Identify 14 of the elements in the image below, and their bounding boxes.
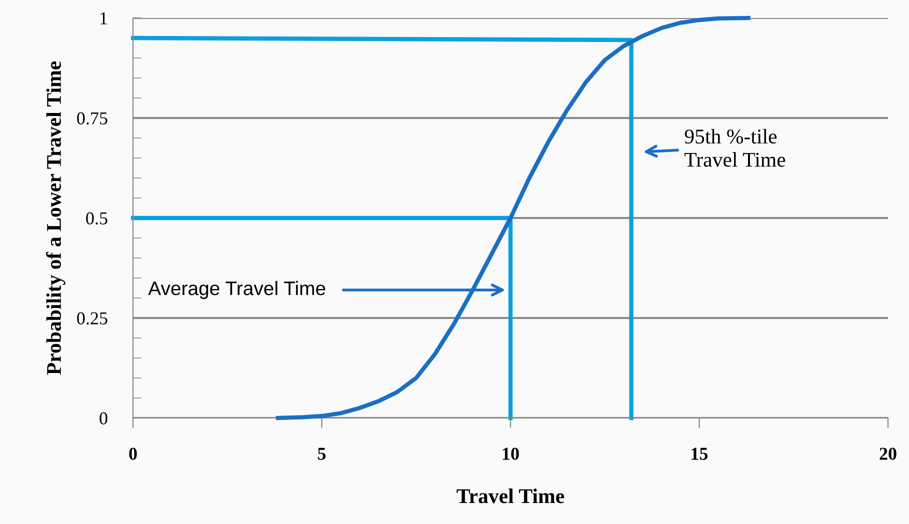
annotation: 95th %-tile Travel Time bbox=[684, 128, 786, 167]
y-tick-label: 0.25 bbox=[77, 312, 108, 325]
y-tick-label: 1 bbox=[100, 12, 107, 24]
x-tick-label: 10 bbox=[502, 448, 519, 460]
y-tick-label: 0.5 bbox=[86, 212, 108, 225]
annotation: Average Travel Time bbox=[148, 280, 326, 300]
x-tick-label: 15 bbox=[692, 448, 708, 460]
y-tick-label: 0 bbox=[100, 412, 108, 424]
x-tick-label: 5 bbox=[318, 448, 326, 460]
y-axis-title: Probability of a Lower Travel Time bbox=[46, 61, 66, 375]
x-tick-label: 20 bbox=[880, 448, 896, 460]
x-tick-label: 0 bbox=[129, 448, 137, 460]
y-tick-label: 0.75 bbox=[77, 112, 108, 125]
x-axis-title: Travel Time bbox=[456, 488, 564, 504]
